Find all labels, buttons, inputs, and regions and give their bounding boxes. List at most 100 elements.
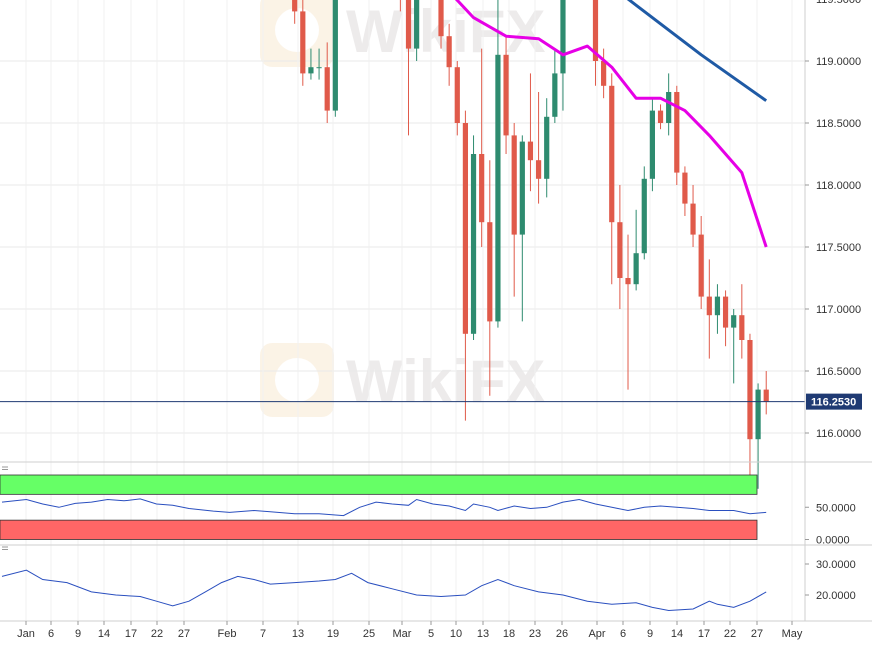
candle-down (617, 222, 623, 278)
candle-down (625, 278, 631, 285)
candle-down (454, 67, 460, 123)
x-tick-label: Apr (588, 628, 605, 640)
moving-average-line-2 (626, 0, 768, 102)
y-tick-label: 116.0000 (816, 428, 861, 440)
candle-down (292, 0, 298, 12)
candle-up (544, 116, 550, 179)
watermark-text: WikiFX (346, 348, 545, 415)
rsi-tick-label: 50.0000 (816, 502, 856, 514)
x-tick-label: 6 (48, 628, 54, 640)
watermark-text: WikiFX (346, 0, 545, 65)
x-tick-label: 10 (450, 628, 462, 640)
x-tick-label: 9 (647, 628, 653, 640)
candle-down (747, 340, 753, 440)
x-tick-label: 7 (260, 628, 266, 640)
x-tick-label: 23 (529, 628, 541, 640)
watermark-logo-mark (275, 358, 319, 402)
x-tick-label: Jan (17, 628, 35, 640)
adx-line (1, 569, 767, 612)
current-price-tag (806, 393, 862, 410)
candle-down (609, 85, 615, 223)
candle-up (755, 389, 761, 440)
y-tick-label: 116.5000 (816, 366, 861, 378)
x-tick-label: 17 (125, 628, 137, 640)
candle-down (438, 0, 444, 37)
candle-up (308, 67, 314, 74)
x-tick-label: 14 (98, 628, 110, 640)
candle-up (731, 315, 737, 328)
x-tick-label: 6 (620, 628, 626, 640)
candle-up (633, 253, 639, 285)
y-tick-label: 119.0000 (816, 56, 861, 68)
candle-down (535, 160, 542, 179)
adx-tick-label: 20.0000 (816, 590, 856, 602)
candle-down (763, 389, 769, 402)
x-tick-label: 27 (178, 628, 190, 640)
candle-down (706, 296, 712, 316)
candle-up (414, 0, 420, 49)
current-price-label: 116.2530 (811, 397, 856, 409)
candle-down (682, 172, 688, 204)
candle-up (714, 296, 721, 316)
candle-up (552, 73, 558, 117)
candle-up (560, 0, 566, 74)
y-tick-label: 118.0000 (816, 180, 861, 192)
rsi-tick-label: 0.0000 (816, 535, 850, 547)
x-tick-label: 14 (671, 628, 683, 640)
candle-down (511, 135, 517, 235)
x-tick-label: 25 (363, 628, 375, 640)
rsi-line (1, 498, 767, 517)
candle-down (722, 296, 729, 328)
candle-up (649, 110, 655, 179)
candle-down (462, 123, 469, 334)
candle-down (601, 61, 607, 86)
candle-up (519, 141, 525, 235)
rsi-overbought-zone (0, 474, 758, 495)
x-tick-label: Feb (218, 628, 237, 640)
x-tick-label: May (782, 628, 803, 640)
candle-up (470, 154, 477, 334)
x-tick-label: 13 (292, 628, 304, 640)
watermark-logo-icon (260, 0, 334, 67)
x-tick-label: 22 (724, 628, 736, 640)
x-tick-label: 18 (503, 628, 515, 640)
watermark-logo-icon (260, 343, 334, 417)
moving-average-line-1 (454, 0, 768, 248)
candle-down (698, 234, 704, 297)
candle-down (739, 315, 745, 340)
candle-up (316, 67, 322, 69)
rsi-oversold-zone (0, 519, 758, 540)
x-tick-label: Mar (393, 628, 412, 640)
watermark-logo-mark (275, 8, 319, 52)
x-tick-label: 5 (428, 628, 434, 640)
y-tick-label: 117.5000 (816, 242, 861, 254)
candle-down (405, 0, 412, 49)
y-tick-label: 117.0000 (816, 304, 861, 316)
candle-down (592, 0, 599, 61)
candle-down (479, 154, 485, 223)
candle-down (690, 203, 696, 235)
candle-down (300, 11, 306, 74)
candle-down (527, 141, 534, 161)
candle-up (641, 178, 647, 254)
watermark-1: WikiFX (260, 0, 545, 67)
x-tick-label: 9 (75, 628, 81, 640)
candles-group (292, 0, 769, 489)
x-tick-label: 17 (698, 628, 710, 640)
x-tick-label: 22 (151, 628, 163, 640)
watermark-2: WikiFX (260, 343, 545, 417)
y-tick-label: 119.5000 (816, 0, 861, 6)
candle-up (495, 54, 501, 322)
x-tick-label: 19 (327, 628, 339, 640)
candle-down (657, 110, 664, 123)
candle-down (487, 222, 493, 322)
candle-down (446, 36, 452, 68)
candle-up (666, 92, 672, 123)
adx-tick-label: 30.0000 (816, 559, 856, 571)
candle-down (503, 54, 509, 136)
candle-down (324, 67, 330, 111)
x-tick-label: 27 (751, 628, 763, 640)
candle-up (332, 0, 338, 111)
